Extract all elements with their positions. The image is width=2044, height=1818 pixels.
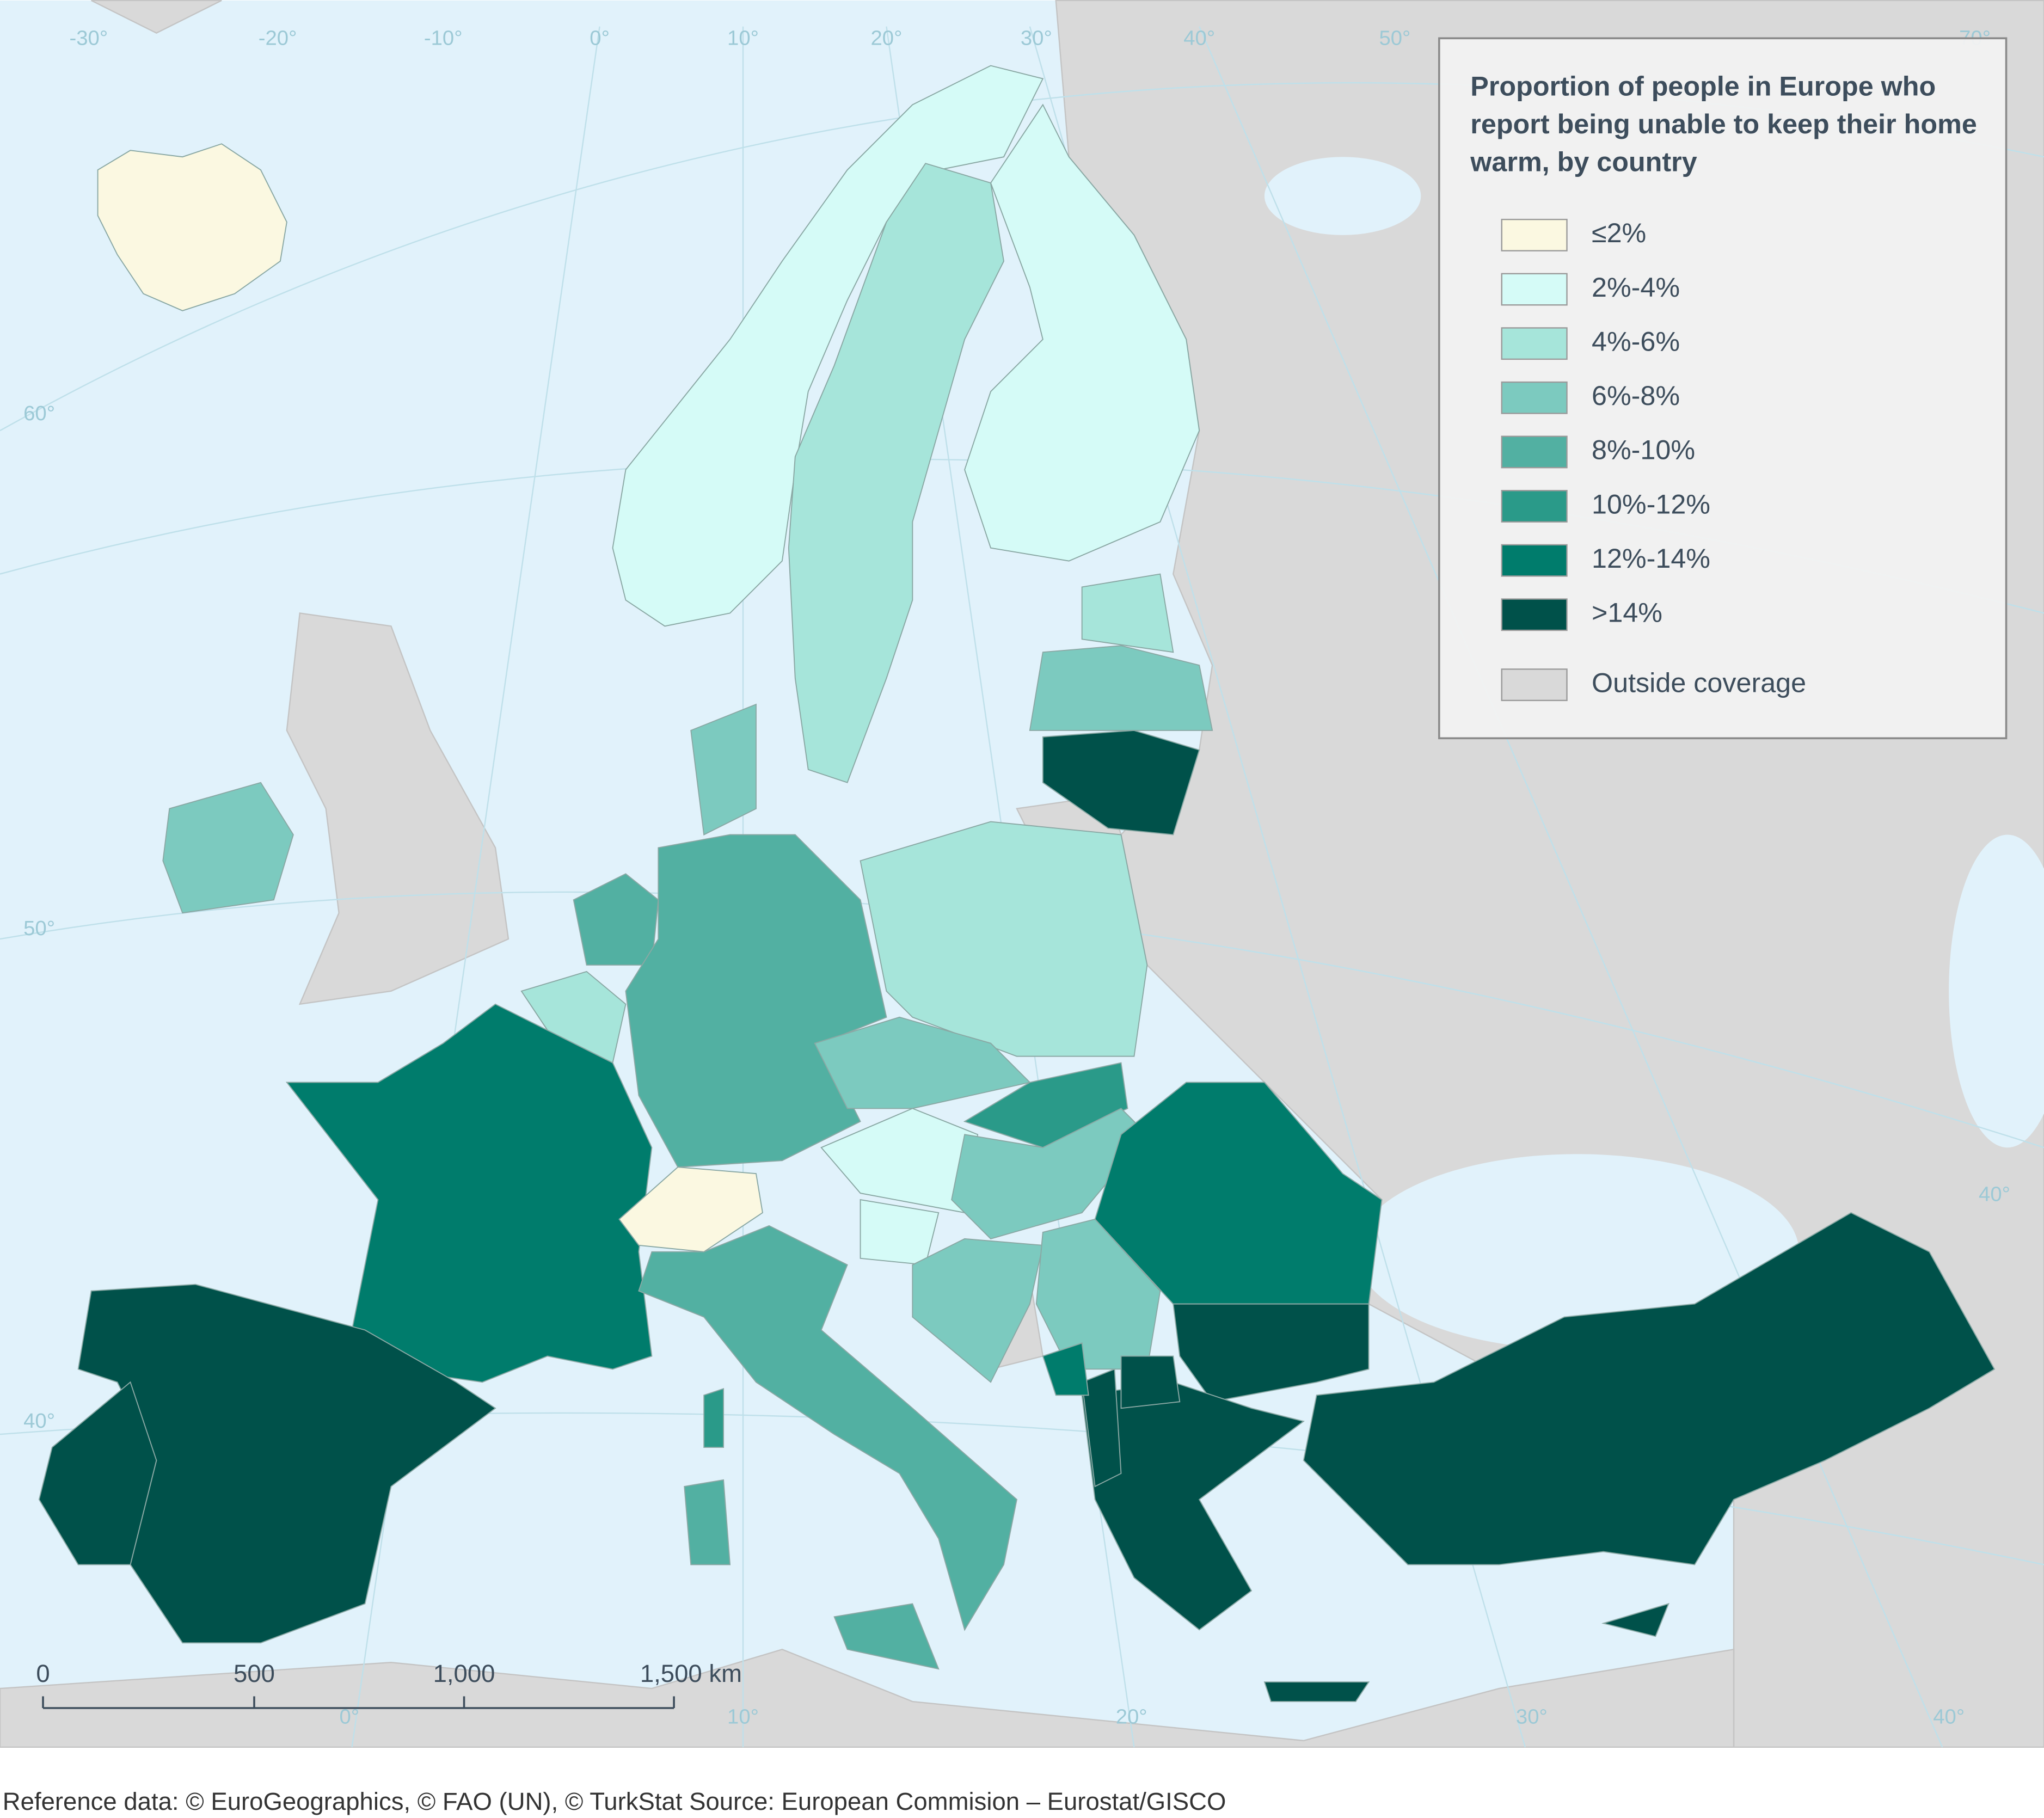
graticule-label: 40° bbox=[1183, 26, 1215, 50]
legend-swatch bbox=[1501, 668, 1568, 702]
outside-land bbox=[0, 1648, 1735, 1748]
graticule-label: 10° bbox=[727, 1705, 759, 1729]
graticule-label: -30° bbox=[70, 26, 108, 50]
legend-label: ≤2% bbox=[1592, 217, 1646, 248]
graticule-label: 40° bbox=[23, 1409, 55, 1433]
sea bbox=[1949, 834, 2044, 1148]
legend-swatch bbox=[1501, 381, 1568, 414]
graticule-label: 0° bbox=[590, 26, 610, 50]
country bbox=[788, 163, 1004, 783]
legend-label: 2%-4% bbox=[1592, 272, 1680, 303]
graticule-label: 0° bbox=[339, 1705, 359, 1729]
country bbox=[1042, 729, 1200, 836]
graticule-label: 20° bbox=[1116, 1705, 1147, 1729]
legend-swatch bbox=[1501, 435, 1568, 469]
scale-label: 1,000 bbox=[433, 1660, 495, 1687]
country bbox=[1120, 1355, 1181, 1409]
sea bbox=[1355, 1154, 1799, 1350]
legend-label: 4%-6% bbox=[1592, 325, 1680, 357]
graticule-label: 10° bbox=[727, 26, 759, 50]
legend: Proportion of people in Europe who repor… bbox=[1438, 37, 2008, 740]
legend-label: 8%-10% bbox=[1592, 434, 1695, 465]
country bbox=[612, 65, 1044, 627]
country bbox=[162, 782, 294, 914]
country bbox=[1173, 1303, 1370, 1403]
legend-title: Proportion of people in Europe who repor… bbox=[1470, 72, 1977, 178]
legend-label: >14% bbox=[1592, 597, 1662, 628]
country bbox=[638, 1225, 1017, 1631]
country bbox=[1263, 1681, 1370, 1702]
graticule-label: -20° bbox=[259, 26, 297, 50]
graticule-label: 50° bbox=[23, 917, 55, 940]
country bbox=[1081, 573, 1174, 653]
legend-swatch bbox=[1501, 273, 1568, 306]
country bbox=[1303, 1212, 1996, 1565]
graticule-label: -10° bbox=[424, 26, 463, 50]
legend-swatch bbox=[1501, 327, 1568, 360]
graticule-label: 30° bbox=[1516, 1705, 1548, 1729]
country bbox=[38, 1381, 157, 1565]
sea bbox=[1264, 157, 1421, 235]
outside-land bbox=[91, 0, 222, 34]
country bbox=[1029, 645, 1213, 731]
legend-swatch bbox=[1501, 490, 1568, 523]
country bbox=[573, 873, 659, 966]
source-note: Reference data: © EuroGeographics, © FAO… bbox=[3, 1788, 1226, 1815]
legend-swatch bbox=[1501, 544, 1568, 577]
country bbox=[618, 1166, 763, 1252]
country bbox=[912, 1238, 1044, 1383]
graticule-label: 50° bbox=[1379, 26, 1410, 50]
legend-label: 6%-8% bbox=[1592, 380, 1680, 411]
graticule-label: 40° bbox=[1979, 1182, 2010, 1206]
legend-label: Outside coverage bbox=[1592, 667, 1806, 698]
legend-label: 10%-12% bbox=[1592, 488, 1710, 519]
country bbox=[690, 703, 757, 836]
legend-swatch bbox=[1501, 218, 1568, 251]
country bbox=[684, 1479, 731, 1565]
legend-swatch bbox=[1501, 598, 1568, 631]
countries bbox=[38, 65, 1996, 1702]
country bbox=[1081, 1381, 1305, 1631]
country bbox=[964, 103, 1200, 562]
country bbox=[520, 971, 627, 1064]
scale-label: 0 bbox=[36, 1660, 50, 1687]
scale-bar: 0 500 1,000 1,500 km bbox=[36, 1660, 742, 1709]
country bbox=[1081, 1368, 1122, 1488]
graticule-label: 40° bbox=[1933, 1705, 1965, 1729]
scale-label: 500 bbox=[234, 1660, 275, 1687]
country bbox=[1601, 1602, 1669, 1637]
outside-land bbox=[286, 612, 510, 1005]
country bbox=[860, 821, 1148, 1057]
country bbox=[625, 834, 887, 1168]
graticule-label: 30° bbox=[1021, 26, 1052, 50]
graticule-label: 20° bbox=[870, 26, 902, 50]
graticule-label: 60° bbox=[23, 402, 55, 425]
legend-label: 12%-14% bbox=[1592, 543, 1710, 574]
scale-label: 1,500 km bbox=[640, 1660, 742, 1687]
country bbox=[703, 1387, 725, 1448]
legend-title-box: Proportion of people in Europe who repor… bbox=[1470, 72, 1977, 178]
country bbox=[833, 1603, 940, 1670]
graticule-labels: -30°-20°-10°0°10°20°30°40°50°70°60°50°40… bbox=[23, 26, 2010, 1728]
country bbox=[97, 143, 287, 311]
country bbox=[1042, 1342, 1089, 1396]
